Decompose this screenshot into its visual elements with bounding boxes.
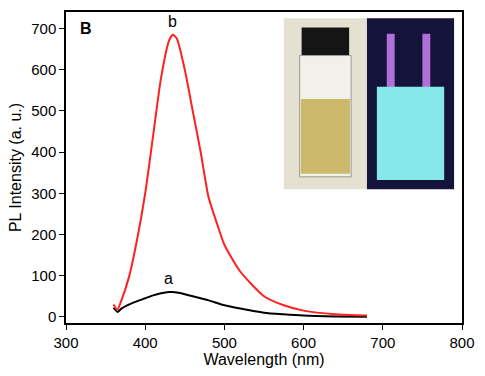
svg-text:PL Intensity (a. u.): PL Intensity (a. u.): [7, 103, 24, 232]
svg-text:b: b: [168, 13, 177, 30]
svg-text:300: 300: [53, 334, 78, 351]
svg-text:600: 600: [291, 334, 316, 351]
svg-text:300: 300: [31, 185, 56, 202]
svg-text:700: 700: [370, 334, 395, 351]
svg-text:400: 400: [133, 334, 158, 351]
svg-text:700: 700: [31, 20, 56, 37]
svg-text:200: 200: [31, 226, 56, 243]
svg-text:500: 500: [31, 102, 56, 119]
svg-text:a: a: [164, 270, 173, 287]
svg-text:100: 100: [31, 267, 56, 284]
svg-text:0: 0: [48, 308, 56, 325]
svg-text:400: 400: [31, 143, 56, 160]
svg-text:500: 500: [212, 334, 237, 351]
svg-text:800: 800: [449, 334, 474, 351]
svg-text:B: B: [80, 20, 92, 37]
svg-text:Wavelength (nm): Wavelength (nm): [203, 351, 324, 368]
svg-text:600: 600: [31, 61, 56, 78]
